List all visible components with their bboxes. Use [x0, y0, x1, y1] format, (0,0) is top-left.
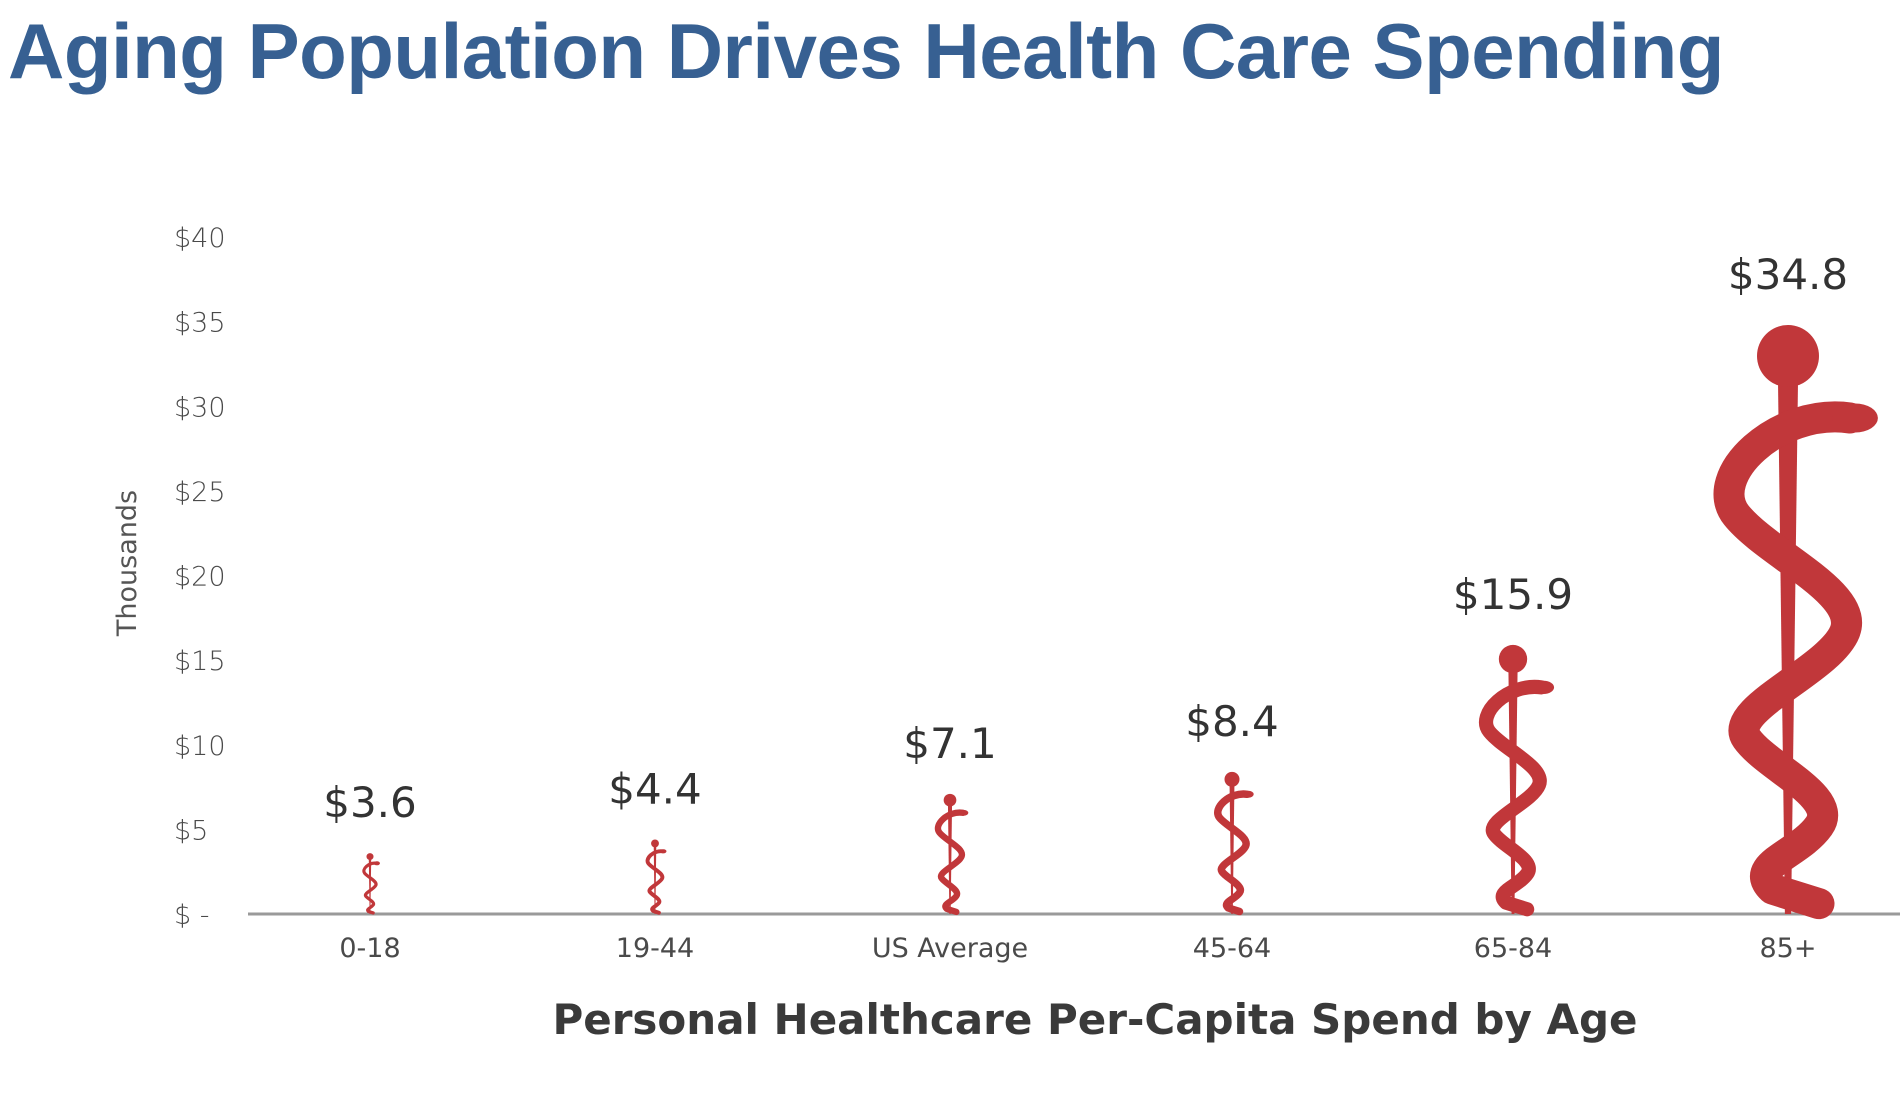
snake-head	[959, 809, 969, 816]
page-title: Aging Population Drives Health Care Spen…	[8, 7, 1724, 95]
staff-knob	[943, 793, 957, 807]
staff-knob	[366, 853, 374, 861]
x-tick-label: 45-64	[1193, 933, 1271, 964]
staff-snake	[362, 861, 379, 915]
y-tick-label: $30	[174, 392, 226, 423]
data-label: $34.8	[1728, 250, 1848, 299]
staff-knob	[651, 839, 659, 848]
y-axis-label: Thousands	[112, 490, 143, 637]
x-tick-label: 0-18	[339, 933, 400, 964]
snake-head	[373, 861, 380, 866]
bar-staff-icon	[1479, 644, 1555, 917]
chart-marks	[362, 325, 1878, 920]
x-tick-label: 19-44	[616, 933, 694, 964]
staff-rod	[368, 856, 372, 914]
staff-knob	[1224, 771, 1240, 787]
y-tick-label: $5	[174, 815, 208, 846]
snake-head	[1242, 790, 1254, 798]
staff-snake	[645, 849, 665, 915]
category-labels: 0-18 19-44 US Average 45-64 65-84 85+	[339, 933, 1816, 964]
staff-rod	[1508, 659, 1518, 914]
staff-snake	[1214, 790, 1251, 916]
bar-staff-icon	[362, 853, 380, 915]
data-label: $3.6	[323, 778, 417, 827]
bar-staff-icon	[645, 839, 667, 915]
data-label: $15.9	[1453, 570, 1573, 619]
y-tick-label: $ -	[174, 900, 210, 931]
bar-staff-icon	[1713, 325, 1878, 920]
snake-head	[1533, 680, 1555, 694]
data-label: $7.1	[903, 719, 997, 768]
x-tick-label: 85+	[1760, 933, 1817, 964]
y-axis-ticks: $ - $5 $10 $15 $20 $25 $30 $35 $40	[174, 223, 226, 931]
bar-staff-icon	[934, 793, 969, 916]
data-label: $8.4	[1185, 697, 1279, 746]
staff-snake	[934, 809, 966, 916]
staff-rod	[1777, 356, 1799, 914]
y-tick-label: $25	[174, 477, 226, 508]
x-tick-label: 65-84	[1474, 933, 1552, 964]
snake-head	[1832, 403, 1878, 433]
x-axis-label: Personal Healthcare Per-Capita Spend by …	[552, 995, 1637, 1044]
y-tick-label: $40	[174, 223, 226, 254]
staff-knob	[1498, 644, 1528, 674]
data-labels: $3.6 $4.4 $7.1 $8.4 $15.9 $34.8	[323, 250, 1848, 827]
staff-rod	[1229, 779, 1235, 914]
y-tick-label: $10	[174, 731, 226, 762]
staff-rod	[947, 800, 953, 914]
staff-rod	[653, 843, 657, 914]
staff-knob	[1757, 325, 1819, 388]
staff-snake	[1479, 679, 1549, 917]
x-tick-label: US Average	[872, 933, 1028, 964]
y-tick-label: $20	[174, 562, 226, 593]
bar-staff-icon	[1214, 771, 1254, 916]
snake-head	[660, 849, 667, 854]
y-tick-label: $15	[174, 646, 226, 677]
data-label: $4.4	[608, 765, 702, 814]
staff-snake	[1713, 401, 1866, 920]
y-tick-label: $35	[174, 308, 226, 339]
